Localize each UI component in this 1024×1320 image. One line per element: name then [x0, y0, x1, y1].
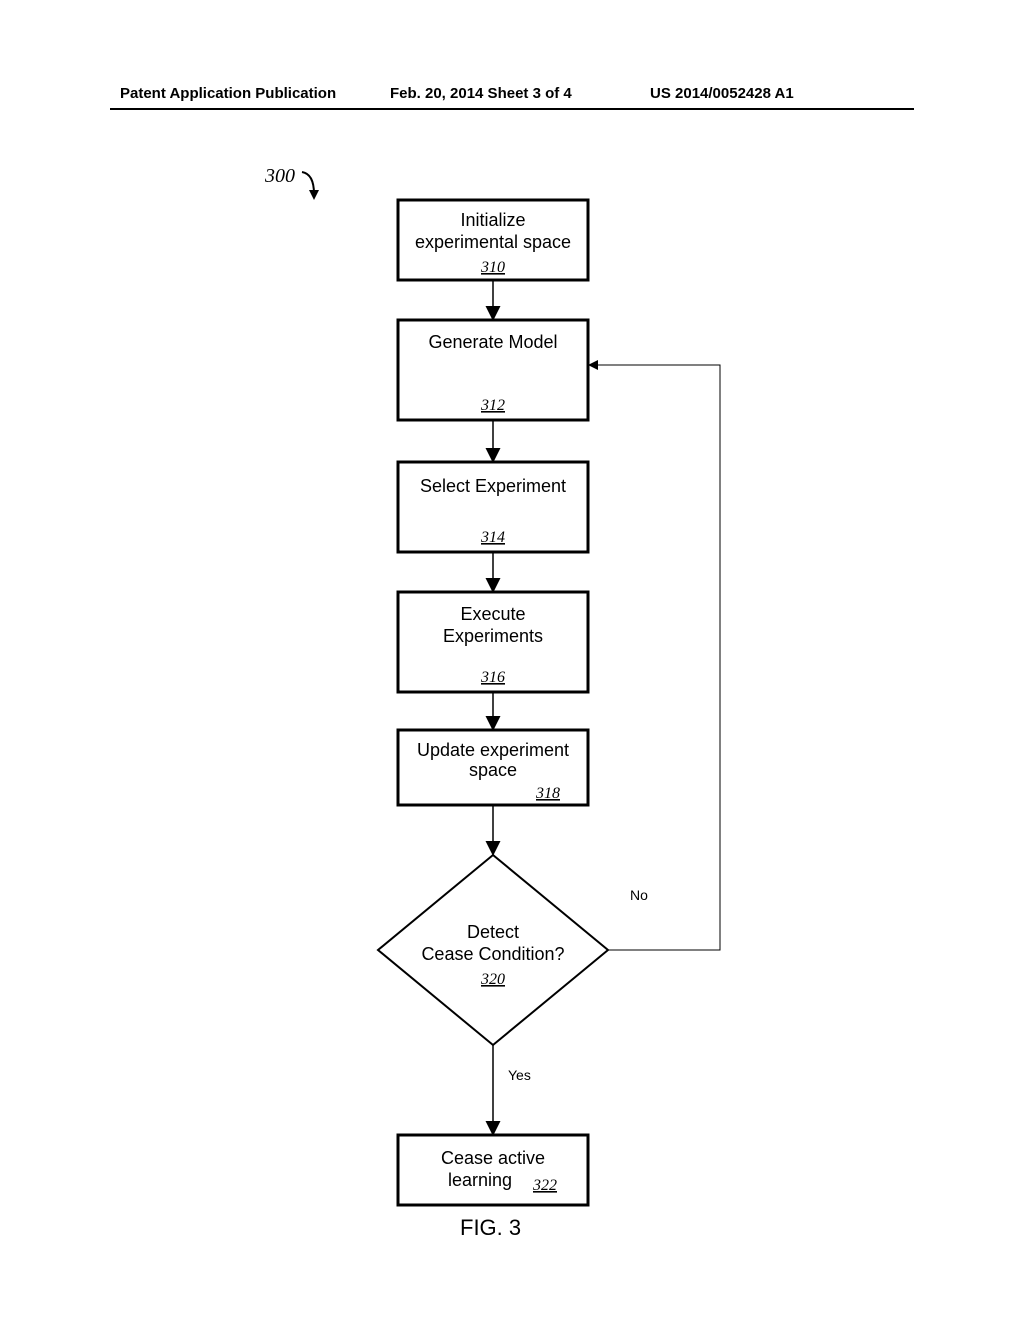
node-execute-experiments: Execute Experiments 316 — [398, 592, 588, 692]
node-310-line1: Initialize — [460, 210, 525, 230]
node-detect-cease-condition: Detect Cease Condition? 320 — [378, 855, 608, 1045]
node-316-line2: Experiments — [443, 626, 543, 646]
node-318-line2: space — [469, 760, 517, 780]
node-310-ref: 310 — [480, 259, 505, 276]
edge-no-loop — [590, 365, 720, 950]
node-update-experiment-space: Update experiment space 318 — [398, 730, 588, 805]
node-select-experiment: Select Experiment 314 — [398, 462, 588, 552]
node-314-ref: 314 — [480, 529, 505, 546]
node-320-line2: Cease Condition? — [421, 944, 564, 964]
node-generate-model: Generate Model 312 — [398, 320, 588, 420]
node-316-line1: Execute — [460, 604, 525, 624]
node-312-line1: Generate Model — [428, 332, 557, 352]
edge-yes-label: Yes — [508, 1067, 531, 1083]
node-320-line1: Detect — [467, 922, 519, 942]
node-314-line1: Select Experiment — [420, 476, 566, 496]
node-320-ref: 320 — [480, 971, 505, 988]
flowchart: Initialize experimental space 310 Genera… — [0, 0, 1024, 1320]
node-318-line1: Update experiment — [417, 740, 569, 760]
node-322-ref: 322 — [532, 1177, 557, 1194]
node-322-line1: Cease active — [441, 1148, 545, 1168]
node-cease-active-learning: Cease active learning 322 — [398, 1135, 588, 1205]
node-322-line2: learning — [448, 1170, 512, 1190]
page: Patent Application Publication Feb. 20, … — [0, 0, 1024, 1320]
node-316-ref: 316 — [480, 669, 505, 686]
node-310-line2: experimental space — [415, 232, 571, 252]
figure-caption: FIG. 3 — [460, 1215, 521, 1241]
node-318-ref: 318 — [535, 785, 560, 802]
node-312-ref: 312 — [480, 397, 505, 414]
edge-no-label: No — [630, 887, 648, 903]
figure-caption-text: FIG. 3 — [460, 1215, 521, 1240]
node-initialize: Initialize experimental space 310 — [398, 200, 588, 280]
